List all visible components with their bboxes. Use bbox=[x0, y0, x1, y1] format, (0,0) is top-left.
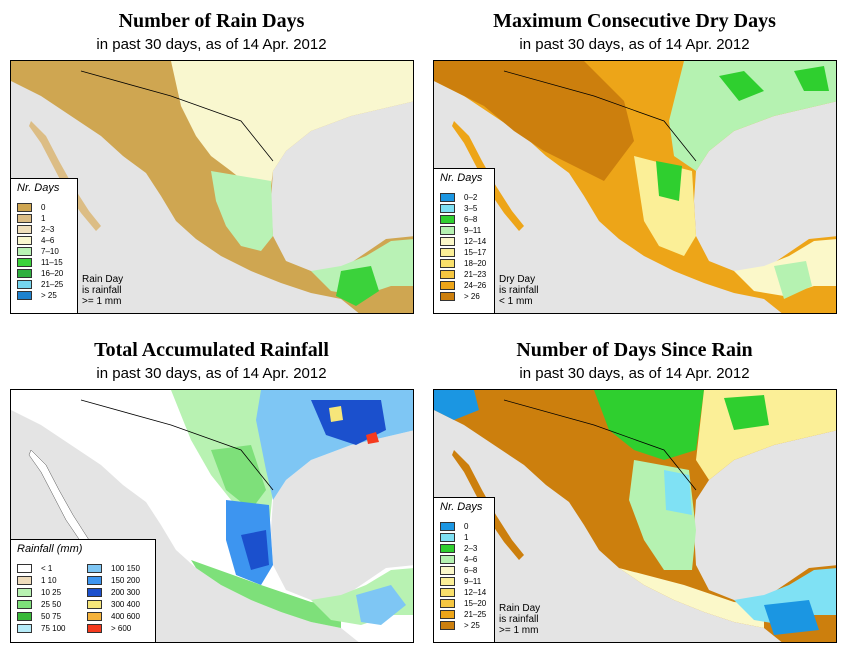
legend-swatch bbox=[17, 564, 32, 573]
legend-title: Nr. Days bbox=[17, 182, 60, 194]
legend-swatch bbox=[440, 259, 455, 268]
legend-swatch bbox=[87, 588, 102, 597]
mexico-map bbox=[11, 61, 413, 313]
legend-swatch bbox=[440, 555, 455, 564]
legend-title: Rainfall (mm) bbox=[17, 543, 83, 555]
map-title: Total Accumulated Rainfall bbox=[94, 339, 329, 361]
legend-swatch bbox=[440, 522, 455, 531]
map-subtitle: in past 30 days, as of 14 Apr. 2012 bbox=[519, 365, 750, 382]
legend-swatch bbox=[17, 214, 32, 223]
region-south bbox=[619, 568, 764, 628]
region-green-band bbox=[211, 445, 266, 510]
map-rain-days bbox=[10, 60, 414, 314]
legend-note: Dry Day is rainfall < 1 mm bbox=[499, 274, 539, 307]
legend-swatch bbox=[87, 624, 102, 633]
region-east-blue bbox=[664, 470, 692, 515]
legend-swatch bbox=[17, 269, 32, 278]
region-northeast bbox=[669, 61, 836, 171]
legend-swatch bbox=[440, 599, 455, 608]
region-wet-patches bbox=[719, 66, 829, 101]
legend-swatch bbox=[17, 576, 32, 585]
map-title: Number of Rain Days bbox=[118, 10, 305, 32]
legend-swatch bbox=[17, 588, 32, 597]
panel-total-rainfall: Total Accumulated Rainfall in past 30 da… bbox=[0, 329, 423, 658]
legend-swatch bbox=[440, 533, 455, 542]
region-northwest bbox=[434, 61, 634, 181]
legend-swatch bbox=[440, 588, 455, 597]
legend-swatch bbox=[87, 612, 102, 621]
legend-swatch bbox=[440, 270, 455, 279]
border-line bbox=[80, 399, 274, 491]
legend-swatch bbox=[17, 600, 32, 609]
legend-note: Rain Day is rainfall >= 1 mm bbox=[499, 603, 541, 636]
legend-swatch bbox=[440, 237, 455, 246]
legend-swatch bbox=[440, 292, 455, 301]
legend-title: Nr. Days bbox=[440, 172, 483, 184]
region-south bbox=[774, 261, 812, 299]
legend-swatch bbox=[17, 624, 32, 633]
region-south bbox=[336, 266, 379, 306]
legend-swatch bbox=[440, 226, 455, 235]
legend-swatch bbox=[17, 236, 32, 245]
border-line bbox=[503, 70, 697, 162]
region-south-blue bbox=[764, 600, 819, 635]
map-subtitle: in past 30 days, as of 14 Apr. 2012 bbox=[519, 36, 750, 53]
legend-swatch bbox=[440, 566, 455, 575]
legend-swatch bbox=[17, 280, 32, 289]
mexico-map bbox=[434, 390, 836, 642]
legend-swatch bbox=[440, 215, 455, 224]
legend-swatch bbox=[17, 291, 32, 300]
legend-swatch bbox=[87, 576, 102, 585]
panel-rain-days: Number of Rain Days in past 30 days, as … bbox=[0, 0, 423, 329]
border-line bbox=[80, 70, 274, 162]
legend-swatch bbox=[17, 203, 32, 212]
legend-swatch bbox=[440, 610, 455, 619]
panel-max-dry-days: Maximum Consecutive Dry Days in past 30 … bbox=[423, 0, 846, 329]
legend-swatch bbox=[17, 258, 32, 267]
region-east bbox=[211, 171, 273, 251]
region-yucatan-blue bbox=[356, 585, 406, 625]
land-baja-california bbox=[29, 121, 101, 231]
legend: Nr. Days 0 1 2–3 4–6 7–10 11–15 16–20 21… bbox=[10, 178, 78, 314]
legend-swatch bbox=[440, 204, 455, 213]
region-northwest-wet bbox=[434, 390, 479, 420]
region-east-heavy bbox=[241, 530, 269, 570]
region-north-green bbox=[594, 390, 704, 460]
legend: Nr. Days 0–2 3–5 6–8 9–11 12–14 15–17 18… bbox=[433, 168, 495, 314]
region-green bbox=[656, 161, 682, 201]
mexico-map bbox=[434, 61, 836, 313]
map-title: Maximum Consecutive Dry Days bbox=[493, 10, 776, 32]
legend-swatch bbox=[440, 544, 455, 553]
region-extreme bbox=[366, 432, 379, 444]
region-north bbox=[171, 61, 413, 201]
legend-swatch bbox=[17, 247, 32, 256]
legend: Rainfall (mm) < 1 1 10 10 25 25 50 50 75… bbox=[10, 539, 156, 643]
map-subtitle: in past 30 days, as of 14 Apr. 2012 bbox=[96, 36, 327, 53]
map-subtitle: in past 30 days, as of 14 Apr. 2012 bbox=[96, 365, 327, 382]
region-very-heavy bbox=[329, 406, 343, 422]
legend: Nr. Days 0 1 2–3 4–6 6–8 9–11 12–14 15–2… bbox=[433, 497, 495, 643]
legend-swatch bbox=[440, 577, 455, 586]
legend-swatch bbox=[87, 600, 102, 609]
map-max-dry-days bbox=[433, 60, 837, 314]
panel-days-since-rain: Number of Days Since Rain in past 30 day… bbox=[423, 329, 846, 658]
region-ne-green bbox=[724, 395, 769, 430]
legend-swatch bbox=[440, 193, 455, 202]
legend-swatch bbox=[17, 612, 32, 621]
legend-swatch bbox=[87, 564, 102, 573]
legend-swatch bbox=[440, 621, 455, 630]
map-days-since-rain bbox=[433, 389, 837, 643]
region-south bbox=[191, 560, 341, 628]
legend-note: Rain Day is rainfall >= 1 mm bbox=[82, 274, 124, 307]
map-title: Number of Days Since Rain bbox=[516, 339, 753, 361]
legend-swatch bbox=[440, 281, 455, 290]
border-line bbox=[503, 399, 697, 491]
legend-title: Nr. Days bbox=[440, 501, 483, 513]
legend-swatch bbox=[440, 248, 455, 257]
legend-swatch bbox=[17, 225, 32, 234]
